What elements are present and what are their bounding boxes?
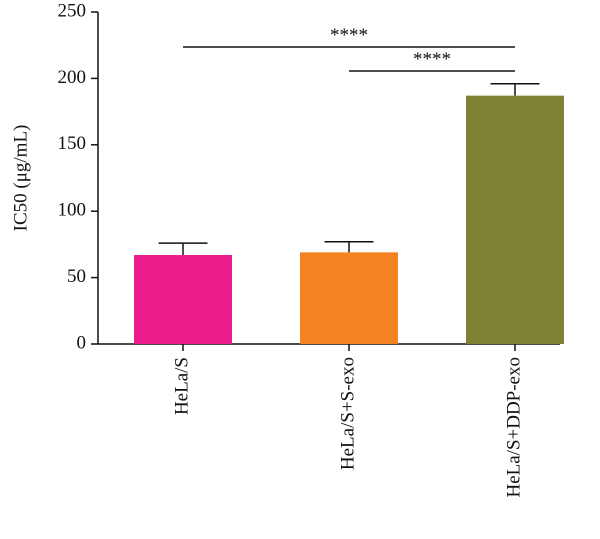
significance-label: **** — [330, 25, 368, 46]
y-tick-label: 250 — [58, 0, 87, 21]
y-tick-label: 200 — [58, 67, 87, 88]
x-tick-label: HeLa/S+S-exo — [337, 357, 358, 470]
significance-label: **** — [413, 49, 451, 70]
x-tick-label: HeLa/S — [171, 357, 192, 415]
bar — [300, 252, 398, 344]
y-axis-label: IC50 (μg/mL) — [10, 125, 31, 232]
bar — [134, 255, 232, 344]
y-tick-label: 150 — [58, 133, 87, 154]
x-tick-label: HeLa/S+DDP-exo — [503, 357, 524, 498]
bar — [466, 95, 564, 344]
y-tick-label: 100 — [58, 200, 87, 221]
y-tick-label: 0 — [77, 332, 87, 353]
y-tick-label: 50 — [67, 266, 86, 287]
